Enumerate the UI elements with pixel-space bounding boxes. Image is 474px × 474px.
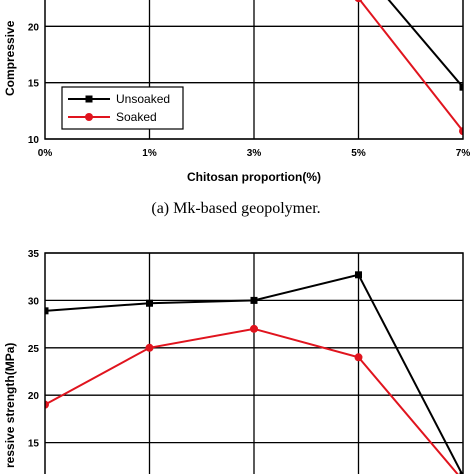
legend-marker-unsoaked	[85, 95, 93, 103]
bottom-y-tick-labels: 15 20 25 30 35	[28, 249, 40, 450]
bottom-point-unsoaked	[45, 307, 49, 315]
bottom-point-unsoaked	[250, 296, 258, 304]
bottom-point-soaked	[354, 353, 363, 362]
top-x-tick-label: 0%	[38, 148, 53, 159]
legend-box	[61, 86, 184, 130]
top-plot-frame	[44, 0, 464, 140]
bottom-y-tick-label: 15	[28, 439, 40, 450]
bottom-y-tick-label: 30	[28, 296, 40, 307]
top-x-tick-label: 3%	[247, 148, 262, 159]
legend: Unsoaked Soaked	[61, 86, 184, 130]
bottom-point-soaked	[45, 400, 49, 409]
bottom-series-group	[45, 271, 463, 474]
top-series-group	[354, 0, 463, 136]
top-x-tick-label: 1%	[142, 148, 157, 159]
top-point-unsoaked	[459, 83, 463, 91]
top-x-tick-label: 7%	[456, 148, 471, 159]
top-chart-panel: 10 15 20 0% 1% 3% 5% 7% Compressive Chitosan p…	[3, 0, 470, 217]
bottom-point-soaked	[145, 343, 154, 352]
top-y-axis-title: Compressive	[3, 20, 17, 96]
bottom-y-tick-label: 20	[28, 391, 40, 402]
top-x-axis-title: Chitosan proportion(%)	[187, 170, 321, 184]
bottom-series-lines	[45, 271, 463, 474]
bottom-point-unsoaked	[459, 472, 463, 474]
bottom-chart-panel: 15 20 25 30 35 ressive strength(MPa)	[3, 249, 464, 474]
panel-caption: (a) Mk-based geopolymer.	[151, 200, 320, 217]
bottom-point-soaked	[250, 324, 258, 333]
bottom-y-tick-label: 25	[28, 344, 40, 355]
bottom-y-axis-title: ressive strength(MPa)	[3, 343, 17, 468]
top-point-soaked	[354, 0, 363, 3]
top-y-tick-labels: 10 15 20	[28, 22, 40, 146]
top-series-lines	[354, 0, 463, 136]
top-x-tick-labels: 0% 1% 3% 5% 7%	[38, 148, 471, 159]
legend-marker-soaked	[85, 113, 93, 121]
top-series-line-soaked	[358, 0, 463, 132]
top-x-tick-label: 5%	[351, 148, 366, 159]
top-y-tick-label: 10	[28, 135, 40, 146]
bottom-grid	[45, 252, 463, 474]
top-y-tick-label: 20	[28, 22, 40, 33]
legend-label-unsoaked: Unsoaked	[116, 92, 170, 106]
top-point-soaked	[459, 127, 463, 136]
bottom-y-tick-label: 35	[28, 249, 40, 260]
bottom-point-unsoaked	[146, 299, 153, 307]
top-y-tick-label: 15	[28, 79, 40, 90]
legend-label-soaked: Soaked	[116, 110, 157, 124]
bottom-point-unsoaked	[355, 271, 362, 279]
bottom-plot-frame	[44, 252, 464, 474]
top-series-line-unsoaked	[387, 0, 463, 88]
